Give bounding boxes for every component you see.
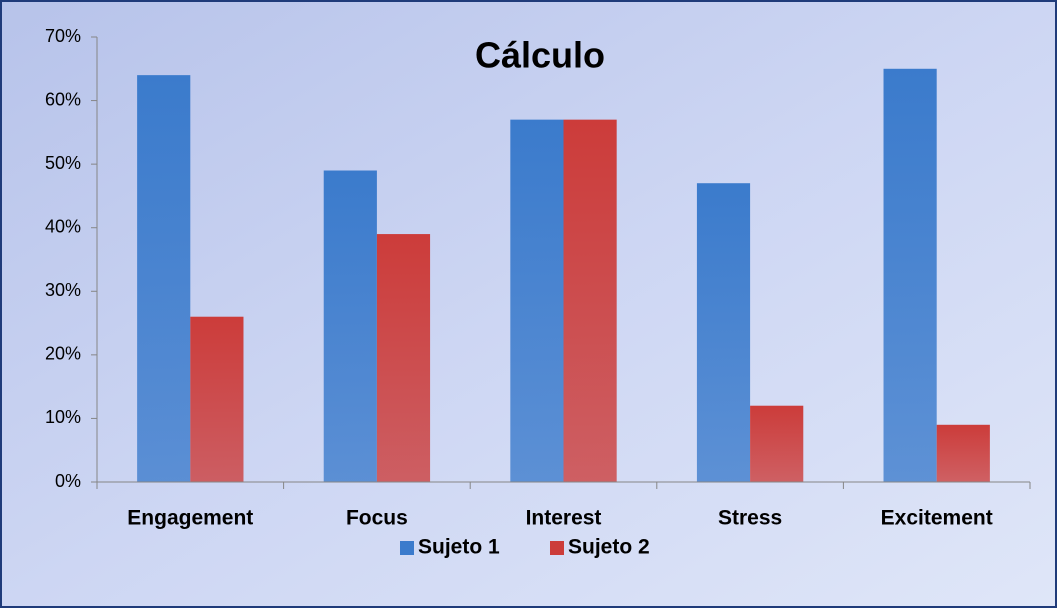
x-tick-label: Stress xyxy=(718,507,782,530)
y-tick-label: 0% xyxy=(55,471,81,491)
bar xyxy=(510,119,564,483)
y-tick-label: 10% xyxy=(45,407,81,427)
x-tick-label: Excitement xyxy=(881,507,993,530)
legend-swatch xyxy=(550,541,564,555)
x-tick-label: Engagement xyxy=(127,507,253,530)
bar xyxy=(563,119,617,483)
bar xyxy=(936,424,990,482)
y-tick-label: 60% xyxy=(45,89,81,109)
y-tick-label: 30% xyxy=(45,280,81,300)
bar xyxy=(750,405,804,482)
legend-swatch xyxy=(400,541,414,555)
bar xyxy=(137,75,191,483)
legend-label: Sujeto 2 xyxy=(568,536,650,559)
bar xyxy=(190,316,244,482)
x-tick-label: Focus xyxy=(346,507,408,530)
bar xyxy=(883,68,937,483)
y-tick-label: 40% xyxy=(45,216,81,236)
bar xyxy=(323,170,377,482)
y-tick-label: 50% xyxy=(45,153,81,173)
chart-title: Cálculo xyxy=(475,35,605,76)
bar xyxy=(376,234,431,482)
x-tick-label: Interest xyxy=(526,507,602,530)
legend-label: Sujeto 1 xyxy=(418,536,500,559)
y-tick-label: 70% xyxy=(45,26,81,46)
y-tick-label: 20% xyxy=(45,344,81,364)
bar xyxy=(696,183,751,482)
